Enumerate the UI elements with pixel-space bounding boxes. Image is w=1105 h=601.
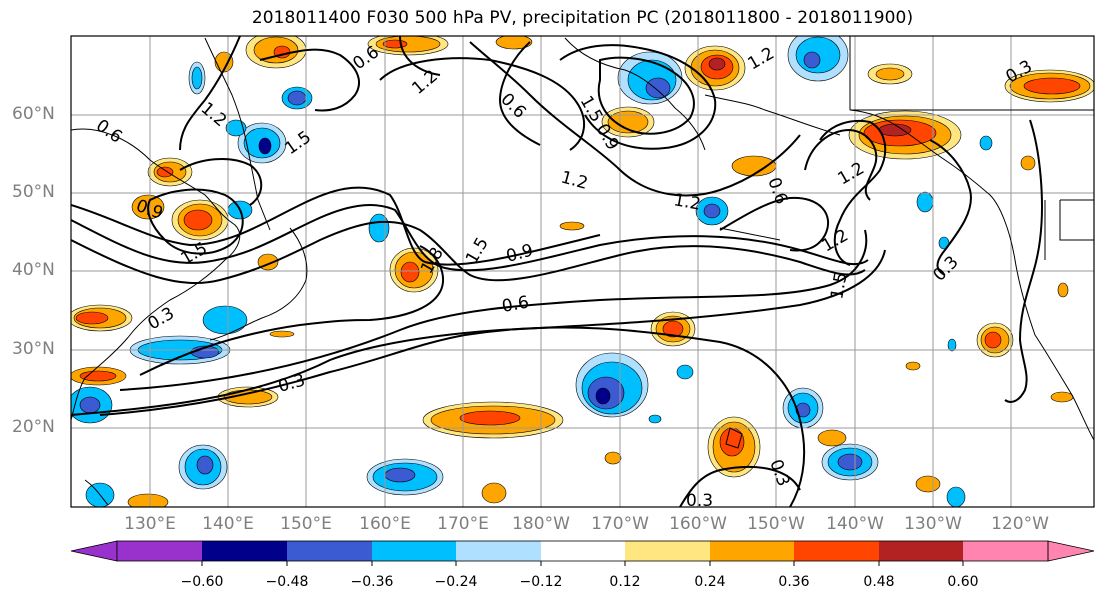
colorbar-swatch <box>625 541 710 561</box>
lon-label: 160°E <box>359 514 411 534</box>
colorbar-tick-label: 0.48 <box>863 574 895 590</box>
contour-label: 0.6 <box>500 293 530 317</box>
lon-label: 170°W <box>591 514 649 534</box>
colorbar-swatch <box>287 541 372 561</box>
lon-label: 150°W <box>747 514 805 534</box>
colorbar-swatch <box>372 541 456 561</box>
lat-label: 40°N <box>12 260 55 280</box>
colorbar-swatch <box>963 541 1048 561</box>
colorbar-swatch <box>202 541 287 561</box>
lon-label: 180°W <box>512 514 570 534</box>
lon-label: 130°W <box>904 514 962 534</box>
colorbar-tick-label: −0.36 <box>350 574 394 590</box>
colorbar <box>70 540 1095 566</box>
lon-label: 170°E <box>437 514 489 534</box>
map-gridlines <box>71 36 1094 507</box>
colorbar-swatch <box>456 541 541 561</box>
colorbar-tick-label: 0.36 <box>778 574 810 590</box>
lat-label: 60°N <box>12 104 55 124</box>
lon-label: 150°E <box>280 514 332 534</box>
colorbar-swatch <box>541 541 625 561</box>
colorbar-tick-label: 0.60 <box>947 574 979 590</box>
map-title: 2018011400 F030 500 hPa PV, precipitatio… <box>251 8 914 28</box>
colorbar-swatch <box>710 541 794 561</box>
colorbar-tick-label: −0.60 <box>180 574 224 590</box>
colorbar-swatch <box>117 541 202 561</box>
colorbar-swatch <box>879 541 963 561</box>
lon-label: 140°E <box>202 514 254 534</box>
colorbar-tick-label: −0.12 <box>519 574 563 590</box>
lat-label: 30°N <box>12 339 55 359</box>
colorbar-extend-low <box>70 540 118 562</box>
colorbar-tick-label: −0.24 <box>434 574 478 590</box>
colorbar-tick-label: 0.24 <box>694 574 726 590</box>
pv-contours <box>71 36 1043 507</box>
map-border <box>70 35 1095 508</box>
lon-label: 130°E <box>124 514 176 534</box>
lon-label: 140°W <box>826 514 884 534</box>
coastlines <box>71 36 1094 506</box>
lon-label: 120°W <box>991 514 1049 534</box>
colorbar-swatch <box>794 541 879 561</box>
lat-label: 50°N <box>12 182 55 202</box>
lon-label: 160°W <box>669 514 727 534</box>
colorbar-tick-label: −0.48 <box>265 574 309 590</box>
colorbar-tick-label: 0.12 <box>609 574 641 590</box>
colorbar-extend-high <box>1047 540 1095 562</box>
map-plot-area: 0.6 1.2 0.6 0.9 1.5 1.2 1.5 0.6 0.9 1.2 … <box>71 36 1094 511</box>
contour-label: 0.3 <box>686 491 713 511</box>
contour-label: 1.2 <box>672 190 702 214</box>
lat-label: 20°N <box>12 417 55 437</box>
contour-label: 1.5 <box>827 271 851 301</box>
